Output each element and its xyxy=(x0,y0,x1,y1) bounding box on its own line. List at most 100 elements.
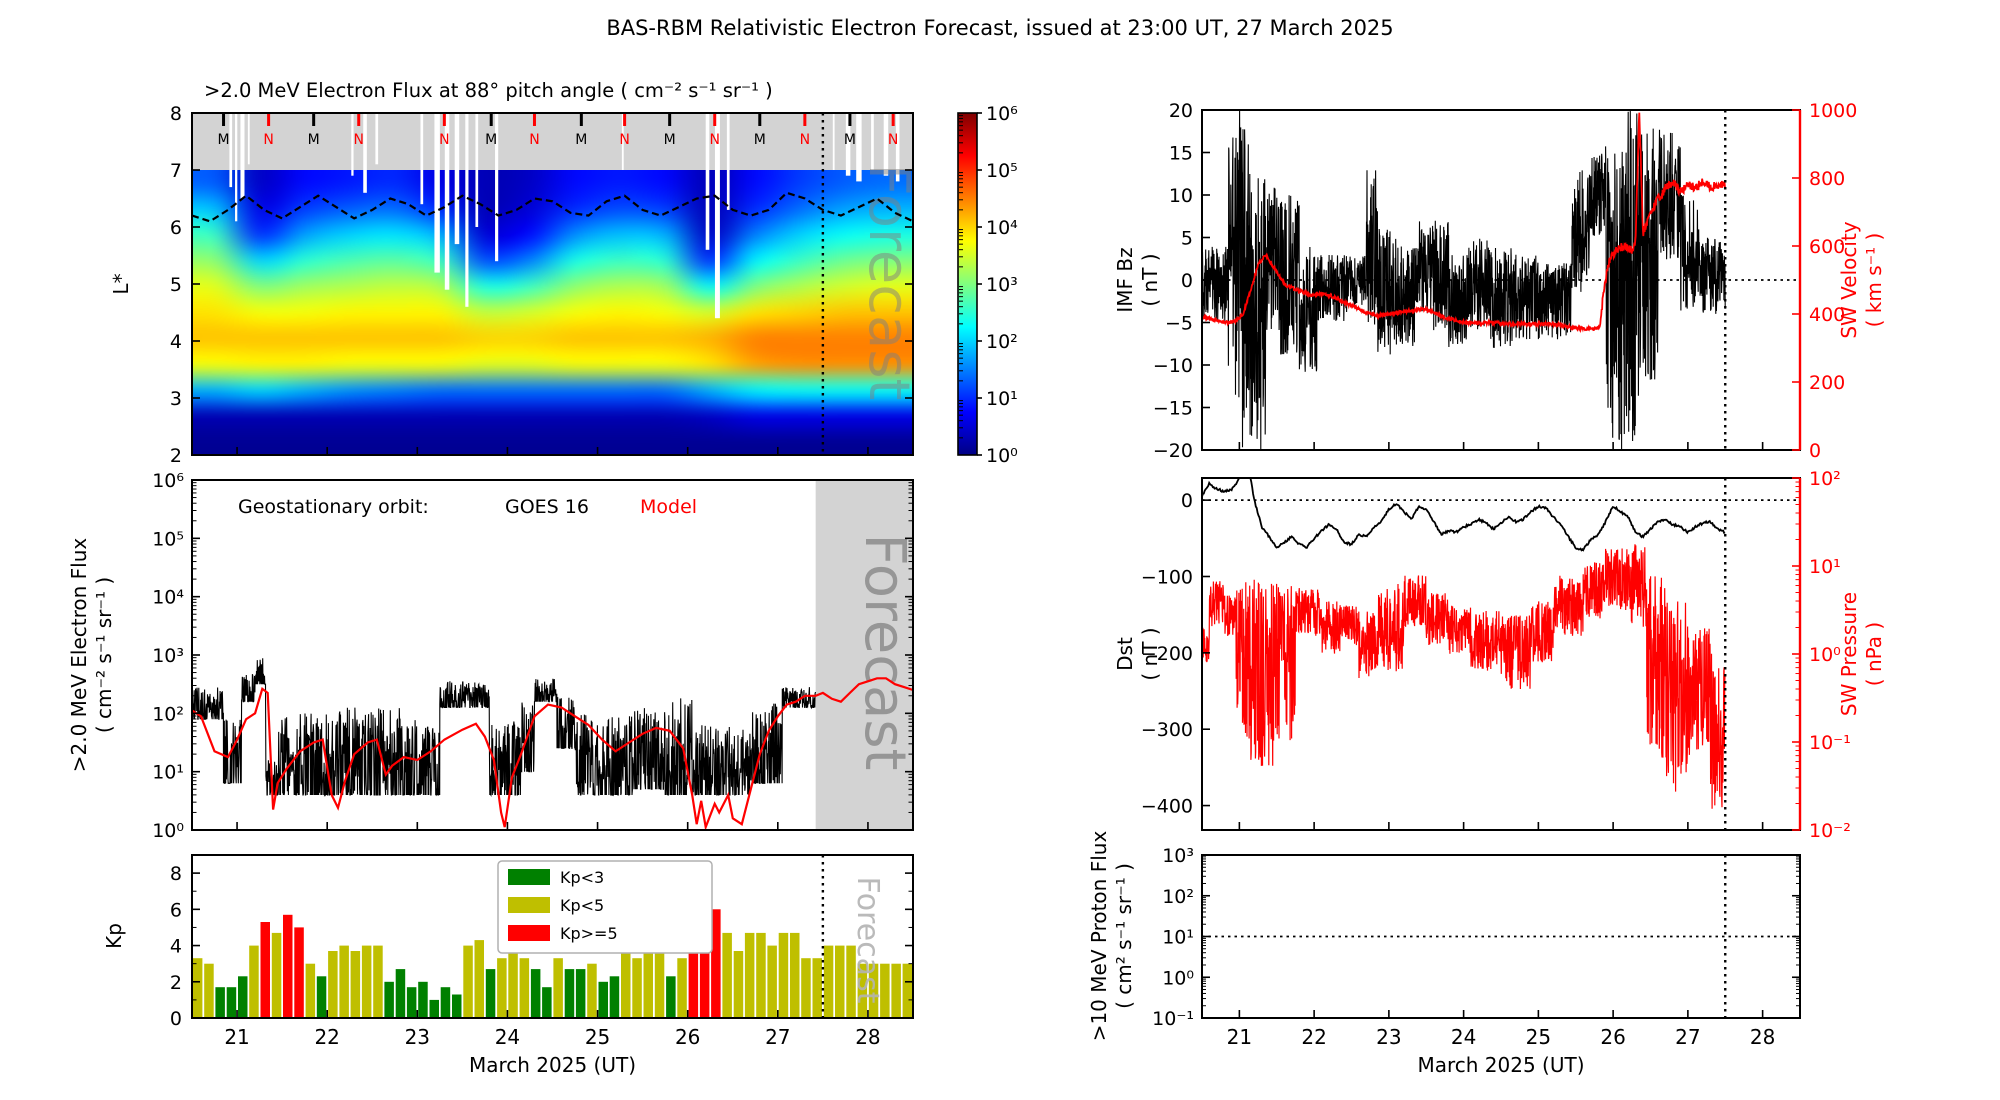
data-gap xyxy=(621,114,624,170)
data-gap xyxy=(726,114,730,210)
imf-bz-panel: 20 15 10 5 0 −5 −10 −15 −20 1000 800 600 400 200 0 IMF … xyxy=(1113,100,1886,462)
kp-bar xyxy=(474,940,484,1018)
kp-bar xyxy=(564,969,575,1018)
kp-bar xyxy=(271,932,282,1018)
kp-bar xyxy=(711,909,721,1018)
ytick-label: −300 xyxy=(1141,719,1193,741)
colorbar-tick-label: 10⁴ xyxy=(986,217,1018,239)
flux-ylabel-units: ( cm⁻² s⁻¹ sr⁻¹ ) xyxy=(92,577,116,733)
kp-bar xyxy=(497,958,507,1018)
forecast-watermark: Forecast xyxy=(856,164,921,401)
satellite-mark-label: M xyxy=(485,132,497,148)
dst-ylabel-units: ( nT ) xyxy=(1138,627,1162,680)
ytick-label: 10⁴ xyxy=(152,587,184,609)
xaxis-title: March 2025 (UT) xyxy=(469,1053,636,1077)
satellite-mark-label: N xyxy=(353,132,363,148)
kp-bar xyxy=(756,932,766,1018)
data-gap xyxy=(375,114,379,165)
ytick-label: −15 xyxy=(1153,398,1193,420)
sw-velocity-series xyxy=(1202,112,1726,334)
forecast-watermark: Forecast xyxy=(850,877,885,1004)
colorbar: 10⁰ 10¹ 10² 10³ 10⁴ 10⁵ 10⁶ xyxy=(957,103,1018,467)
ytick-label: −400 xyxy=(1141,796,1193,818)
kp-bar xyxy=(452,994,462,1018)
proton-ylabel: >10 MeV Proton Flux xyxy=(1087,831,1111,1042)
data-gap xyxy=(895,114,900,182)
kp-bar xyxy=(699,914,710,1018)
ytick-label: 0 xyxy=(1181,270,1193,292)
kp-bar xyxy=(508,951,518,1018)
satellite-mark-label: N xyxy=(263,132,273,148)
pressure-ylabel: SW Pressure xyxy=(1837,592,1861,716)
xtick-label: 27 xyxy=(1675,1025,1700,1049)
kp-bar xyxy=(587,963,597,1018)
data-gap xyxy=(705,114,710,250)
spectrogram-heatmap xyxy=(192,170,913,455)
ytick-label: 5 xyxy=(1181,228,1193,250)
flux-legend-model: Model xyxy=(640,496,697,518)
ytick-label: 400 xyxy=(1809,304,1845,326)
kp-bar xyxy=(260,922,270,1018)
kp-bar xyxy=(542,987,552,1018)
kp-bar xyxy=(609,976,620,1018)
ytick-label: −5 xyxy=(1165,313,1193,335)
pressure-ylabel-units: ( nPa ) xyxy=(1862,622,1886,686)
goes16-series xyxy=(192,658,817,798)
kp-bar xyxy=(373,945,383,1018)
proton-flux-panel: 10³ 10² 10¹ 10⁰ 10⁻¹ 21 22 23 24 25 26 27 28 March 20… xyxy=(1087,831,1801,1077)
ytick-label: 20 xyxy=(1169,100,1193,122)
data-gap xyxy=(845,114,851,176)
kp-bar xyxy=(294,927,304,1018)
page-title: BAS-RBM Relativistic Electron Forecast, … xyxy=(606,16,1394,40)
ytick-label: 10⁶ xyxy=(152,470,184,492)
bz-ylabel-units: ( nT ) xyxy=(1138,253,1162,306)
imf-bz-series xyxy=(1202,110,1726,450)
kp-bar xyxy=(249,945,259,1018)
ytick-label: 15 xyxy=(1169,143,1193,165)
model-series xyxy=(192,677,913,830)
xtick-label: 27 xyxy=(765,1025,790,1049)
kp-bar xyxy=(238,976,248,1018)
ytick-label: 10⁰ xyxy=(152,820,184,842)
kp-bar xyxy=(575,969,586,1018)
ytick-label: 10⁰ xyxy=(1162,967,1194,989)
legend-swatch xyxy=(508,925,550,941)
xtick-label: 26 xyxy=(675,1025,700,1049)
xtick-label: 21 xyxy=(1227,1025,1252,1049)
kp-bar xyxy=(677,958,687,1018)
ytick-label: 2 xyxy=(170,972,182,994)
kp-bar xyxy=(835,945,845,1018)
xtick-label: 25 xyxy=(585,1025,610,1049)
kp-bar xyxy=(204,963,214,1018)
ytick-label: 10¹ xyxy=(152,762,184,784)
ytick-label: 6 xyxy=(170,217,182,239)
kp-bar xyxy=(846,945,856,1018)
satellite-mark-label: N xyxy=(888,132,898,148)
kp-bar xyxy=(316,976,327,1018)
xtick-label: 23 xyxy=(405,1025,430,1049)
ytick-label: 10 xyxy=(1169,185,1193,207)
kp-bar xyxy=(418,981,428,1018)
kp-bar xyxy=(192,958,203,1018)
colorbar-tick-label: 10⁶ xyxy=(986,103,1018,125)
kp-bar xyxy=(812,958,822,1018)
satellite-mark-label: M xyxy=(664,132,676,148)
ytick-label: 0 xyxy=(1181,490,1193,512)
kp-bar xyxy=(406,987,417,1018)
ytick-label: 2 xyxy=(170,445,182,467)
forecast-band xyxy=(815,480,913,830)
kp-bar xyxy=(429,999,439,1018)
kp-bar xyxy=(283,914,293,1018)
kp-bar xyxy=(339,945,349,1018)
kp-bar xyxy=(767,945,777,1018)
data-gap xyxy=(714,114,720,319)
ytick-label: 1000 xyxy=(1809,100,1857,122)
legend-swatch xyxy=(508,897,550,913)
data-gap xyxy=(871,114,874,170)
kp-bar xyxy=(395,969,406,1018)
